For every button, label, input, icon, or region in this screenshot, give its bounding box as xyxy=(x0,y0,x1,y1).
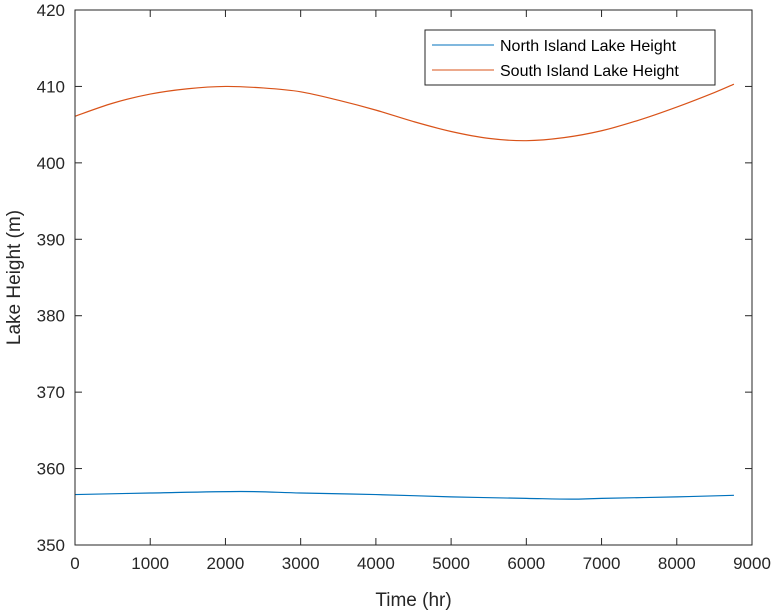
y-tick-label: 360 xyxy=(37,460,65,479)
x-tick-label: 4000 xyxy=(357,554,395,573)
y-tick-label: 420 xyxy=(37,1,65,20)
y-tick-label: 400 xyxy=(37,154,65,173)
series-line-south-island xyxy=(74,83,735,142)
legend-label-north: North Island Lake Height xyxy=(500,38,677,55)
legend-box xyxy=(424,29,716,86)
legend: North Island Lake Height South Island La… xyxy=(424,29,716,86)
x-tick-label: 5000 xyxy=(432,554,470,573)
x-tick-label: 0 xyxy=(70,554,79,573)
x-tick-label: 7000 xyxy=(583,554,621,573)
y-tick-label: 370 xyxy=(37,383,65,402)
plot-area xyxy=(75,10,752,545)
series-lines xyxy=(74,83,735,500)
y-tick-label: 390 xyxy=(37,230,65,249)
x-tick-label: 6000 xyxy=(507,554,545,573)
axis-ticks: 0 1000 2000 3000 4000 5000 6000 7000 8000 9000 350… xyxy=(37,1,771,573)
x-tick-label: 2000 xyxy=(207,554,245,573)
x-axis-title: Time (hr) xyxy=(375,590,451,611)
x-tick-label: 1000 xyxy=(131,554,169,573)
series-line-north-island xyxy=(74,490,734,500)
x-tick-label: 8000 xyxy=(658,554,696,573)
y-tick-label: 410 xyxy=(37,77,65,96)
legend-label-south: South Island Lake Height xyxy=(500,63,679,80)
plot-frame xyxy=(74,9,753,546)
y-tick-label: 380 xyxy=(37,307,65,326)
x-tick-label: 9000 xyxy=(733,554,771,573)
y-tick-label: 350 xyxy=(37,536,65,555)
x-tick-label: 3000 xyxy=(282,554,320,573)
y-axis-title: Lake Height (m) xyxy=(4,210,25,345)
